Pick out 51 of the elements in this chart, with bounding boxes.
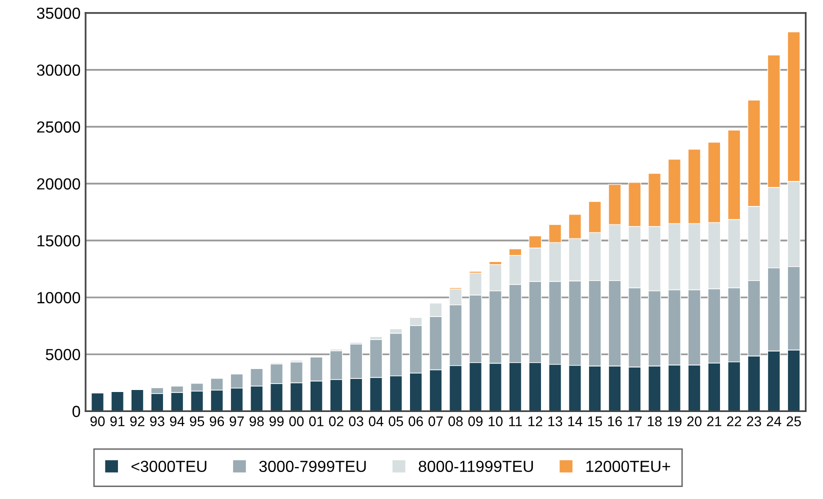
x-tick-label: 20: [687, 416, 702, 426]
y-tick-label: 30000: [36, 64, 80, 76]
bar: [91, 392, 104, 412]
x-tick-label: 23: [746, 416, 762, 426]
x-tick-label: 06: [408, 416, 423, 426]
x-tick-label: 00: [289, 416, 304, 426]
x-tick-label: 05: [388, 416, 404, 426]
legend-label: 3000-7999TEU: [259, 460, 366, 472]
x-tick-label: 02: [329, 416, 344, 426]
x-tick-label: 99: [269, 416, 284, 426]
legend-label: <3000TEU: [132, 460, 206, 472]
x-tick-label: 15: [588, 416, 602, 426]
x-tick-label: 18: [648, 416, 662, 426]
legend-label: 12000TEU+: [586, 460, 670, 472]
y-tick-label: 5000: [46, 348, 80, 360]
x-tick-label: 21: [707, 416, 722, 426]
x-tick-label: 17: [628, 416, 642, 426]
y-tick-label: 35000: [36, 8, 80, 19]
bar: [110, 391, 124, 412]
x-tick-label: 22: [727, 416, 742, 426]
x-tick-label: 07: [428, 416, 443, 426]
x-tick-label: 08: [448, 416, 463, 426]
x-tick-label: 11: [509, 416, 522, 426]
y-tick-label: 0: [72, 406, 80, 418]
y-tick-label: 20000: [37, 178, 80, 190]
x-tick-label: 01: [309, 416, 324, 426]
y-tick-label: 10000: [38, 292, 80, 304]
x-tick-label: 16: [608, 416, 622, 426]
x-tick-label: 92: [130, 416, 144, 426]
x-tick-label: 12: [528, 416, 542, 426]
x-tick-label: 97: [230, 416, 244, 426]
x-tick-label: 25: [786, 416, 801, 426]
x-tick-label: 94: [170, 416, 184, 426]
x-tick-label: 03: [348, 416, 364, 426]
x-tick-label: 14: [568, 416, 582, 426]
x-tick-label: 19: [668, 416, 682, 426]
x-tick-label: 90: [90, 416, 105, 426]
x-tick-label: 10: [488, 416, 503, 426]
y-tick-label: 15000: [38, 235, 80, 246]
x-tick-label: 13: [548, 416, 562, 426]
x-tick-label: 93: [150, 416, 164, 426]
y-tick-label: 25000: [37, 121, 80, 133]
x-tick-label: 04: [368, 416, 384, 426]
x-tick-label: 96: [210, 416, 224, 426]
x-tick-label: 91: [110, 416, 124, 426]
x-tick-label: 09: [468, 416, 483, 426]
x-tick-label: 95: [190, 416, 204, 426]
x-tick-label: 98: [250, 416, 264, 426]
x-tick-label: 24: [766, 416, 782, 426]
legend-label: 8000-11999TEU: [418, 460, 533, 472]
bar: [130, 389, 144, 412]
